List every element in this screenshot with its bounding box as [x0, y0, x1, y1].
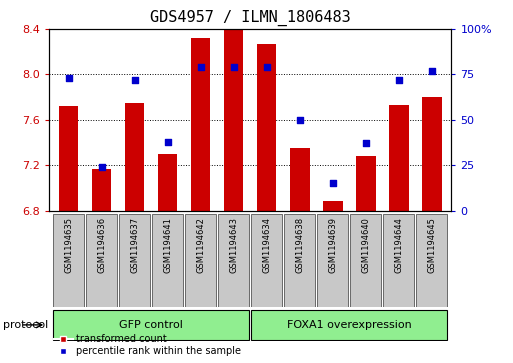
Legend: transformed count, percentile rank within the sample: transformed count, percentile rank withi… — [53, 334, 241, 356]
Bar — [191, 38, 210, 211]
Text: GSM1194639: GSM1194639 — [328, 217, 337, 273]
Point — [328, 180, 337, 186]
Text: FOXA1 overexpression: FOXA1 overexpression — [287, 320, 411, 330]
Bar — [152, 214, 184, 307]
Text: GSM1194642: GSM1194642 — [196, 217, 205, 273]
Point — [196, 64, 205, 70]
Text: GSM1194636: GSM1194636 — [97, 217, 106, 273]
Title: GDS4957 / ILMN_1806483: GDS4957 / ILMN_1806483 — [150, 10, 350, 26]
Bar — [290, 148, 309, 211]
Point — [164, 139, 172, 144]
Bar — [383, 214, 415, 307]
Text: GSM1194634: GSM1194634 — [262, 217, 271, 273]
Bar — [323, 201, 343, 211]
Bar — [389, 105, 408, 211]
Bar — [58, 106, 78, 211]
Bar — [157, 154, 177, 211]
Bar — [224, 29, 244, 211]
Bar — [356, 156, 376, 211]
Bar — [125, 103, 145, 211]
Text: GSM1194637: GSM1194637 — [130, 217, 139, 273]
Bar — [350, 214, 382, 307]
Bar — [416, 214, 447, 307]
Bar — [317, 214, 348, 307]
Point — [65, 75, 73, 81]
Text: GSM1194638: GSM1194638 — [295, 217, 304, 273]
Text: GFP control: GFP control — [119, 320, 183, 330]
Bar — [119, 214, 150, 307]
Text: GSM1194641: GSM1194641 — [163, 217, 172, 273]
Point — [229, 64, 238, 70]
Point — [263, 64, 271, 70]
Point — [295, 117, 304, 123]
Text: GSM1194640: GSM1194640 — [361, 217, 370, 273]
Bar — [251, 214, 283, 307]
Bar — [53, 310, 249, 340]
Point — [97, 164, 106, 170]
Bar — [185, 214, 216, 307]
Bar — [53, 214, 84, 307]
Point — [394, 77, 403, 83]
Bar — [86, 214, 117, 307]
Bar — [218, 214, 249, 307]
Text: protocol: protocol — [3, 320, 48, 330]
Bar — [284, 214, 315, 307]
Text: GSM1194635: GSM1194635 — [64, 217, 73, 273]
Text: GSM1194643: GSM1194643 — [229, 217, 238, 273]
Bar — [92, 168, 111, 211]
Point — [130, 77, 139, 83]
Bar — [256, 44, 277, 211]
Bar — [251, 310, 447, 340]
Bar — [422, 97, 442, 211]
Point — [427, 68, 436, 74]
Text: GSM1194645: GSM1194645 — [427, 217, 436, 273]
Point — [362, 140, 370, 146]
Text: GSM1194644: GSM1194644 — [394, 217, 403, 273]
